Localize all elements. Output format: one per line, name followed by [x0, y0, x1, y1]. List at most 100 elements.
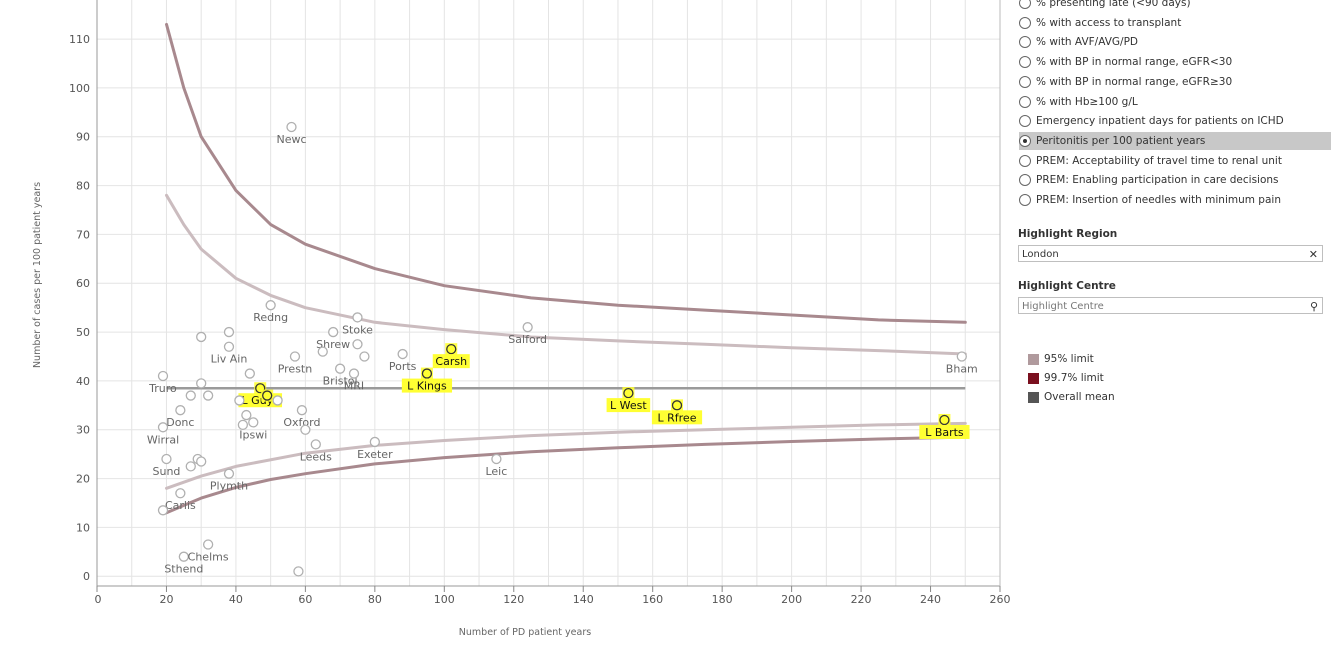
- data-point: [671, 400, 683, 411]
- highlight-label-bg: [919, 424, 970, 439]
- radio-button-icon[interactable]: [1019, 16, 1031, 29]
- radio-button-icon[interactable]: [1019, 56, 1031, 69]
- data-point: [272, 395, 283, 406]
- highlight-centre-placeholder: Highlight Centre: [1022, 301, 1104, 312]
- measure-option[interactable]: PREM: Insertion of needles with minimum …: [1019, 191, 1331, 209]
- data-point: [175, 488, 186, 499]
- highlight-centre-title: Highlight Centre: [1018, 280, 1116, 292]
- data-point: [196, 456, 207, 467]
- highlight-region-dropdown[interactable]: London ✕: [1018, 245, 1323, 262]
- control-limit-curve: [165, 421, 967, 490]
- data-point: [265, 300, 276, 311]
- data-point: [157, 422, 169, 433]
- search-icon[interactable]: ⚲: [1309, 300, 1318, 313]
- measure-option[interactable]: % with BP in normal range, eGFR<30: [1019, 53, 1331, 71]
- data-point-label: Carlis: [165, 499, 196, 512]
- data-point: [939, 414, 950, 426]
- data-point: [223, 341, 235, 352]
- highlight-region-title: Highlight Region: [1018, 228, 1118, 240]
- y-tick-label: 80: [76, 180, 90, 193]
- radio-button-icon[interactable]: [1019, 36, 1031, 49]
- data-point: [202, 390, 214, 401]
- x-axis-title: Number of PD patient years: [459, 627, 591, 638]
- clear-icon[interactable]: ✕: [1308, 248, 1318, 261]
- radio-button-icon[interactable]: [1019, 154, 1031, 167]
- data-point: [369, 436, 380, 448]
- x-tick-label: 20: [159, 593, 173, 606]
- data-point-label: L Kings: [407, 380, 447, 393]
- highlight-label-bg: [606, 398, 651, 413]
- data-point: [293, 566, 304, 577]
- highlight-region-value: London: [1022, 249, 1059, 260]
- measure-option-label: % with access to transplant: [1036, 16, 1182, 29]
- data-point-label: Leic: [485, 465, 507, 478]
- data-point-label: Newc: [276, 133, 306, 146]
- legend-item: Overall mean: [1028, 391, 1115, 403]
- measure-option[interactable]: % with BP in normal range, eGFR≥30: [1019, 73, 1331, 91]
- y-tick-label: 50: [76, 326, 90, 339]
- radio-button-icon[interactable]: [1019, 95, 1031, 108]
- data-point: [185, 461, 196, 472]
- measure-option[interactable]: % with access to transplant: [1019, 14, 1331, 32]
- data-point: [237, 419, 249, 431]
- data-point-label: Stoke: [342, 323, 373, 336]
- chart-svg: 0 20 40 60 80 100 120 140 160 180 200 220 240 260 0 10 2…: [32, 0, 1011, 638]
- measure-option-label: % with Hb≥100 g/L: [1036, 95, 1138, 108]
- x-tick-label: 160: [642, 593, 663, 606]
- legend-label: 99.7% limit: [1044, 372, 1104, 384]
- radio-button-icon[interactable]: [1019, 75, 1031, 88]
- data-point: [175, 405, 186, 416]
- data-point-label: Bristol: [323, 375, 358, 388]
- data-point: [286, 121, 297, 133]
- measure-option[interactable]: Emergency inpatient days for patients on…: [1019, 112, 1331, 130]
- data-point: [421, 368, 433, 379]
- measure-option[interactable]: % with Hb≥100 g/L: [1019, 93, 1331, 111]
- measure-option-label: % with BP in normal range, eGFR<30: [1036, 56, 1233, 69]
- y-tick-label: 90: [76, 131, 90, 144]
- data-point-label: Truro: [148, 382, 177, 395]
- data-point-label: L Barts: [925, 426, 964, 439]
- legend-label: Overall mean: [1044, 391, 1115, 403]
- radio-button-icon[interactable]: [1019, 115, 1031, 128]
- x-tick-label: 200: [781, 593, 802, 606]
- data-point: [352, 339, 363, 350]
- data-point: [196, 331, 207, 343]
- radio-button-icon[interactable]: [1019, 134, 1031, 147]
- legend-item: 95% limit: [1028, 353, 1094, 365]
- data-point: [241, 409, 252, 421]
- data-point-label: Redng: [253, 311, 288, 324]
- data-point-label: L West: [610, 399, 647, 412]
- data-point: [522, 322, 533, 333]
- y-axis-title: Number of cases per 100 patient years: [32, 182, 43, 368]
- y-tick-label: 70: [76, 228, 90, 241]
- measure-option-label: % with BP in normal range, eGFR≥30: [1036, 75, 1233, 88]
- highlight-centre-search[interactable]: Highlight Centre ⚲: [1018, 297, 1323, 314]
- y-tick-label: 30: [76, 424, 90, 437]
- radio-button-icon[interactable]: [1019, 174, 1031, 187]
- measure-option[interactable]: PREM: Acceptability of travel time to re…: [1019, 152, 1331, 170]
- x-tick-label: 120: [503, 593, 524, 606]
- data-point: [161, 453, 172, 465]
- data-point-label: Ipswi: [239, 428, 267, 441]
- data-point: [328, 326, 339, 338]
- control-limit-curve: [165, 22, 967, 324]
- radio-button-icon[interactable]: [1019, 194, 1031, 206]
- data-point: [300, 424, 311, 435]
- data-point: [359, 351, 370, 362]
- measure-option[interactable]: Peritonitis per 100 patient years: [1019, 131, 1331, 150]
- data-point: [956, 351, 967, 362]
- x-tick-label: 60: [298, 593, 312, 606]
- y-tick-label: 0: [83, 570, 90, 583]
- y-tick-label: 100: [69, 82, 90, 95]
- measure-option[interactable]: PREM: Enabling participation in care dec…: [1019, 171, 1331, 189]
- highlight-label-bg: [432, 354, 470, 369]
- data-point: [397, 348, 408, 360]
- measure-option[interactable]: % with AVF/AVG/PD: [1019, 33, 1331, 51]
- data-point: [352, 312, 363, 323]
- measure-option[interactable]: % presenting late (<90 days): [1019, 0, 1331, 12]
- legend-swatch: [1028, 353, 1039, 365]
- data-point-label: Oxford: [283, 416, 320, 429]
- measure-option-label: % with AVF/AVG/PD: [1036, 36, 1138, 49]
- measure-option-label: PREM: Insertion of needles with minimum …: [1036, 194, 1281, 206]
- radio-button-icon[interactable]: [1019, 0, 1031, 9]
